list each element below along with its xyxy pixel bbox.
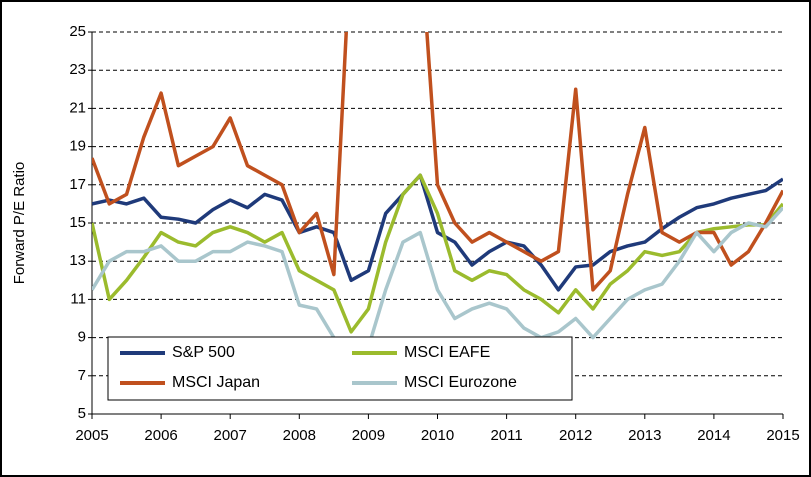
y-tick-label: 9 (78, 329, 86, 346)
x-tick-label: 2013 (628, 427, 661, 444)
y-tick-label: 19 (69, 138, 86, 155)
x-tick-label: 2008 (283, 427, 316, 444)
y-tick-label: 15 (69, 214, 86, 231)
x-tick-label: 2009 (352, 427, 385, 444)
legend-label: MSCI EAFE (404, 344, 490, 361)
x-tick-label: 2006 (144, 427, 177, 444)
plot-area (92, 32, 783, 359)
y-tick-label: 7 (78, 367, 86, 384)
x-tick-label: 2005 (75, 427, 108, 444)
y-axis-label: Forward P/E Ratio (11, 162, 28, 285)
x-tick-label: 2007 (214, 427, 247, 444)
y-tick-label: 23 (69, 61, 86, 78)
y-tick-label: 25 (69, 23, 86, 40)
y-tick-label: 17 (69, 176, 86, 193)
series-line (92, 206, 783, 359)
series-line (92, 173, 783, 334)
series-line (92, 32, 783, 292)
y-tick-label: 13 (69, 252, 86, 269)
legend-box (107, 336, 573, 401)
y-tick-label: 11 (70, 290, 86, 307)
series-line (92, 173, 783, 292)
y-tick-label: 5 (78, 405, 86, 422)
y-tick-label: 21 (69, 99, 86, 116)
legend-label: MSCI Japan (172, 374, 260, 391)
x-tick-label: 2014 (697, 427, 730, 444)
legend-label: S&P 500 (172, 344, 235, 361)
x-tick-label: 2010 (421, 427, 454, 444)
x-tick-label: 2011 (490, 427, 522, 444)
legend-label: MSCI Eurozone (404, 374, 517, 391)
x-tick-label: 2015 (766, 427, 799, 444)
x-tick-label: 2012 (559, 427, 592, 444)
